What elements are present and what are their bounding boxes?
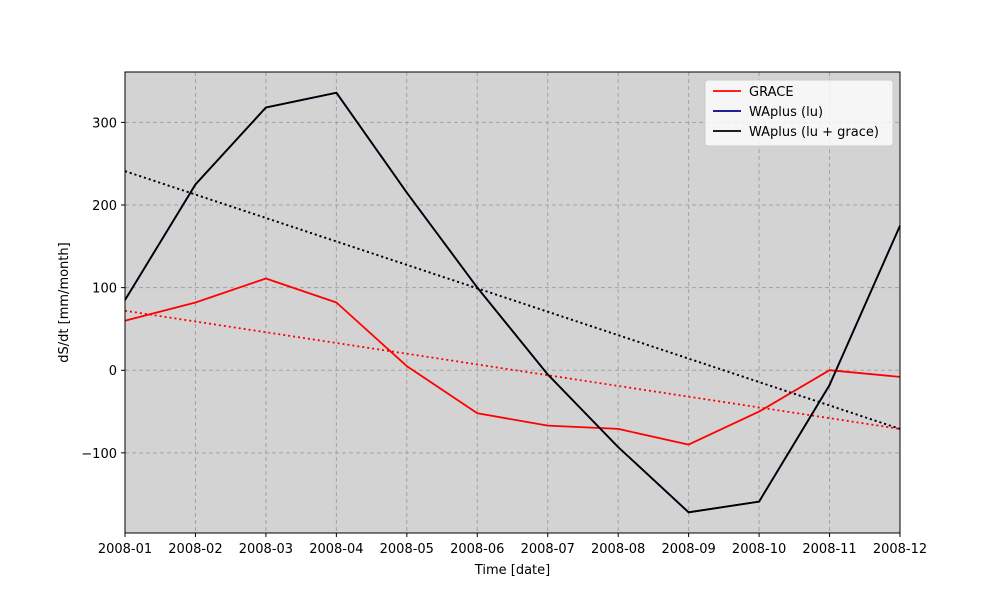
x-tick-label: 2008-09	[661, 542, 715, 557]
y-tick-label: 100	[92, 282, 117, 297]
x-tick-label: 2008-10	[732, 542, 786, 557]
y-tick-label: 300	[92, 116, 117, 131]
legend-entry-waplus-lu-grace: WAplus (lu + grace)	[749, 125, 879, 140]
x-axis-label: Time [date]	[474, 563, 550, 578]
y-axis: −100 0 100 200 300	[81, 116, 125, 462]
x-tick-label: 2008-02	[168, 542, 222, 557]
x-tick-label: 2008-07	[521, 542, 575, 557]
y-tick-label: 200	[92, 199, 117, 214]
y-tick-label: 0	[109, 364, 117, 379]
y-axis-label: dS/dt [mm/month]	[57, 242, 72, 362]
trend-line-grace	[124, 309, 901, 430]
x-tick-label: 2008-12	[873, 542, 927, 557]
x-tick-label: 2008-08	[591, 542, 645, 557]
series-lines	[124, 91, 901, 514]
x-tick-label: 2008-11	[802, 542, 856, 557]
x-tick-label: 2008-04	[309, 542, 363, 557]
legend-entry-waplus-lu: WAplus (lu)	[749, 105, 823, 120]
y-tick-label: −100	[81, 447, 117, 462]
series-line-grace	[124, 277, 901, 446]
legend-box	[704, 79, 894, 147]
x-tick-label: 2008-06	[450, 542, 504, 557]
trend-line-waplus-lu-grace	[124, 170, 901, 430]
x-tick-label: 2008-03	[239, 542, 293, 557]
x-axis: 2008-01 2008-02 2008-03 2008-04 2008-05 2008-…	[98, 533, 927, 557]
legend-entry-grace: GRACE	[749, 85, 794, 100]
x-tick-label: 2008-05	[380, 542, 434, 557]
plot-area	[125, 72, 900, 533]
plot-frame	[124, 71, 901, 534]
x-tick-label: 2008-01	[98, 542, 152, 557]
legend: GRACE WAplus (lu) WAplus (lu + grace)	[704, 79, 894, 147]
series-line-waplus-lu-grace	[124, 91, 901, 514]
